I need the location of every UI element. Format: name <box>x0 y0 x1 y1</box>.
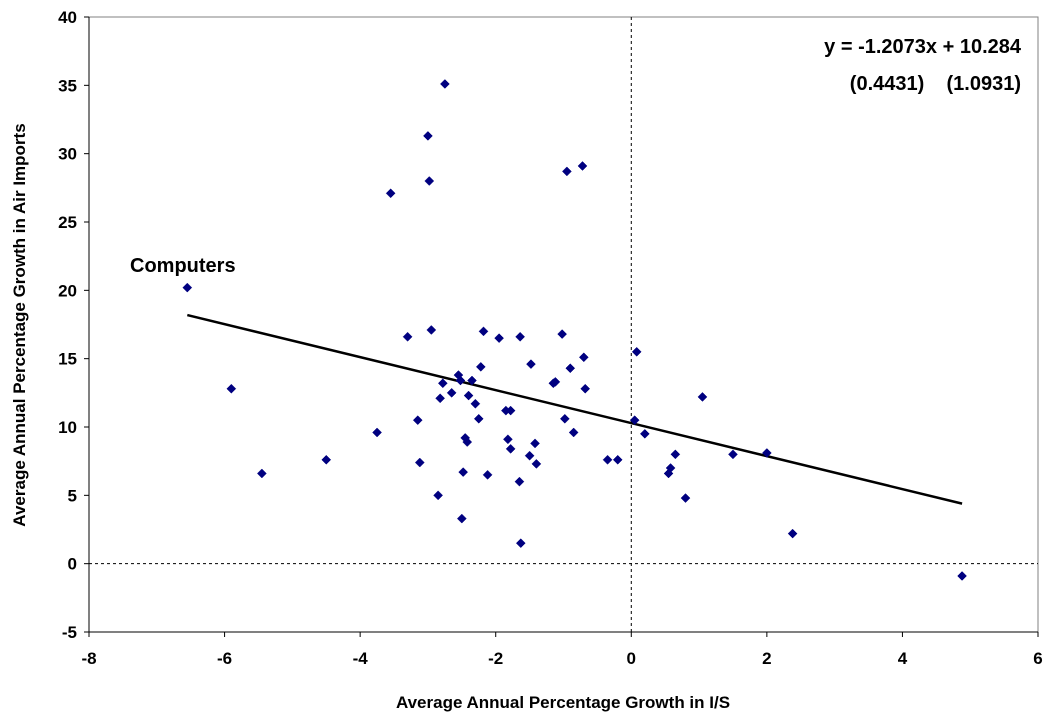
data-point <box>475 362 486 372</box>
data-points <box>182 79 967 581</box>
data-point <box>524 450 535 461</box>
y-tick-label: 5 <box>68 486 77 505</box>
data-point <box>631 346 642 357</box>
data-point <box>560 413 570 424</box>
data-point <box>762 448 772 458</box>
x-tick-labels: -8 -6 -4 -2 0 2 4 6 <box>81 649 1042 668</box>
y-tick-label: 25 <box>58 213 77 232</box>
data-point <box>665 463 676 473</box>
x-tick-label: -2 <box>488 649 503 668</box>
data-point <box>503 434 513 445</box>
data-point <box>257 468 267 479</box>
data-point <box>372 427 382 438</box>
y-tick-label: 35 <box>58 76 77 95</box>
data-point <box>568 427 579 438</box>
annotation-computers: Computers <box>130 255 236 277</box>
trendline-group <box>186 313 963 505</box>
plot-frame <box>88 16 1039 633</box>
data-point <box>426 325 437 335</box>
data-point <box>321 454 332 465</box>
data-point <box>728 449 738 460</box>
data-point <box>424 176 435 186</box>
data-point <box>515 538 526 549</box>
data-point <box>577 161 588 171</box>
y-tick-label: 10 <box>58 418 77 437</box>
data-point <box>446 387 457 398</box>
x-tick-label: -4 <box>353 649 369 668</box>
data-point <box>423 131 433 141</box>
x-tick-label: -6 <box>217 649 232 668</box>
x-tick-label: 0 <box>627 649 636 668</box>
plot-area <box>88 16 1039 633</box>
data-point <box>458 467 469 477</box>
data-point <box>514 476 525 487</box>
data-point <box>440 79 450 89</box>
data-point <box>562 166 572 177</box>
data-point <box>602 454 613 465</box>
data-point <box>470 398 481 409</box>
data-point <box>478 326 489 337</box>
data-point <box>515 331 525 342</box>
data-point <box>402 331 413 342</box>
data-point <box>505 444 516 454</box>
data-point <box>580 383 591 394</box>
trendline <box>186 313 963 505</box>
data-point <box>456 513 467 524</box>
data-point <box>482 469 493 480</box>
data-point <box>787 528 798 539</box>
data-point <box>629 415 640 426</box>
data-point <box>435 393 445 404</box>
data-point <box>526 359 536 369</box>
reference-lines <box>89 17 1038 632</box>
data-point <box>550 377 561 387</box>
trendline-std-errors: (0.4431) (1.0931) <box>850 73 1021 95</box>
data-point <box>412 415 423 426</box>
y-tick-label: 0 <box>68 555 77 574</box>
x-axis-title: Average Annual Percentage Growth in I/S <box>396 693 730 712</box>
axes <box>84 16 1039 637</box>
data-point <box>455 375 466 386</box>
data-point <box>462 437 473 447</box>
data-point <box>473 413 484 424</box>
data-point <box>414 457 425 468</box>
y-tick-label: 20 <box>58 281 77 300</box>
data-point <box>530 438 540 449</box>
data-point <box>612 454 623 465</box>
data-point <box>639 428 650 439</box>
data-point <box>957 571 967 581</box>
data-point <box>505 405 516 416</box>
y-tick-label: 40 <box>58 8 77 27</box>
data-point <box>565 363 576 374</box>
y-tick-label: 30 <box>58 145 77 164</box>
data-point <box>467 375 477 386</box>
data-point <box>182 282 193 293</box>
y-tick-label: 15 <box>58 350 77 369</box>
data-point <box>680 493 691 503</box>
y-tick-label: -5 <box>62 623 77 642</box>
data-point <box>494 333 504 344</box>
data-point <box>578 352 589 363</box>
x-tick-label: -8 <box>81 649 96 668</box>
data-point <box>463 390 474 401</box>
x-tick-label: 2 <box>762 649 771 668</box>
data-point <box>385 188 396 199</box>
data-point <box>433 490 443 501</box>
data-point <box>670 449 681 460</box>
x-tick-label: 6 <box>1033 649 1042 668</box>
data-point <box>697 392 708 402</box>
data-point <box>437 378 448 389</box>
data-point <box>557 329 567 339</box>
y-axis-title: Average Annual Percentage Growth in Air … <box>10 123 29 526</box>
data-point <box>226 383 237 394</box>
data-point <box>531 459 542 469</box>
x-tick-label: 4 <box>898 649 908 668</box>
y-tick-labels: -5 0 5 10 15 20 25 30 35 40 <box>58 8 77 642</box>
trendline-equation: y = -1.2073x + 10.284 <box>824 36 1022 58</box>
